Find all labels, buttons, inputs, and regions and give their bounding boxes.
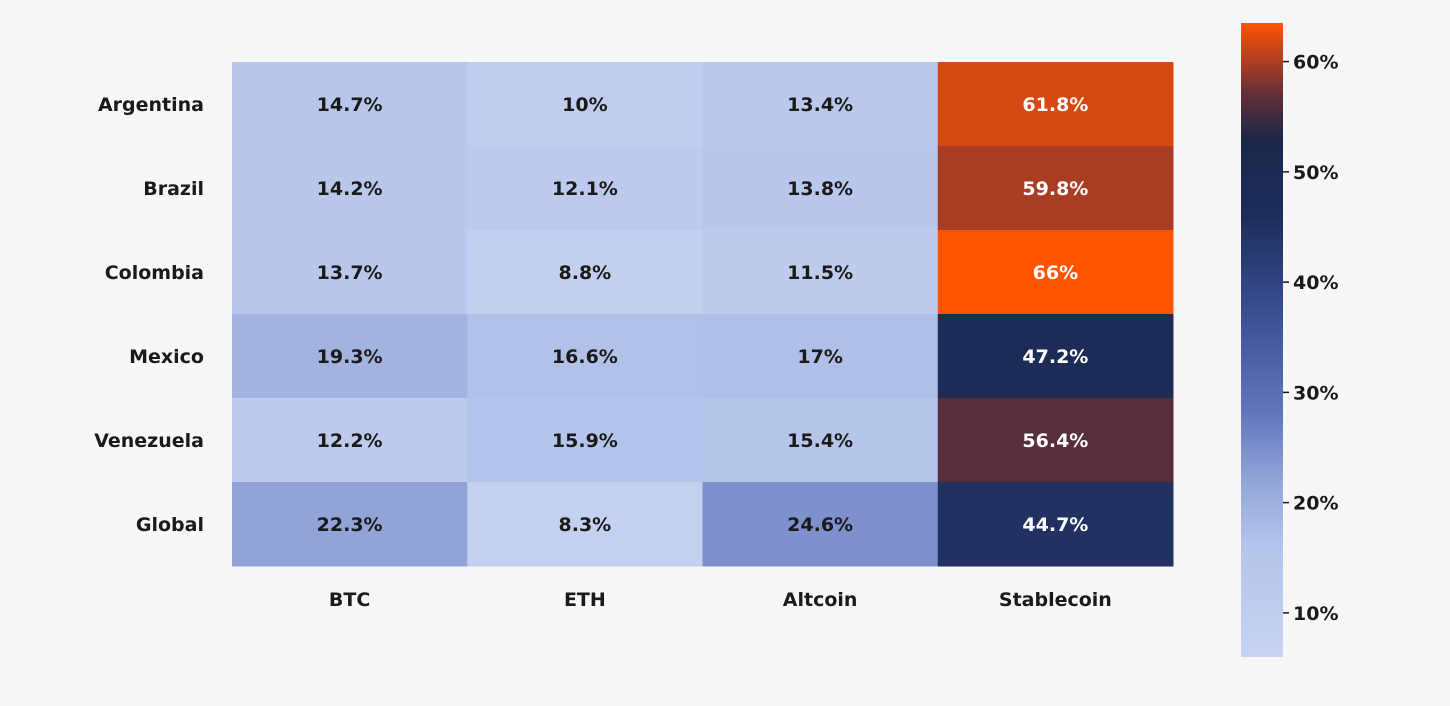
row-label: Venezuela — [94, 430, 204, 452]
cell-value-label: 66% — [1033, 262, 1078, 284]
cell-value-label: 14.2% — [317, 178, 383, 200]
heatmap-cell — [702, 230, 939, 315]
cell-value-label: 19.3% — [317, 346, 383, 368]
heatmap-cell — [232, 482, 468, 567]
heatmap-cell — [232, 146, 468, 231]
row-label: Argentina — [98, 94, 204, 116]
cell-value-label: 14.7% — [317, 94, 383, 116]
column-label: Altcoin — [783, 589, 858, 611]
row-label: Colombia — [105, 262, 204, 284]
heatmap-cell — [467, 314, 703, 399]
cell-value-label: 61.8% — [1022, 94, 1088, 116]
heatmap-cell — [232, 398, 468, 483]
cell-value-label: 10% — [562, 94, 607, 116]
cell-value-label: 13.8% — [787, 178, 853, 200]
heatmap-cell — [937, 230, 1174, 315]
heatmap-cell — [937, 398, 1174, 483]
colorbar-tick-label: 60% — [1293, 52, 1338, 74]
column-label: BTC — [329, 589, 370, 611]
heatmap-cell — [937, 62, 1174, 147]
cell-value-label: 22.3% — [317, 514, 383, 536]
cell-value-label: 56.4% — [1022, 430, 1088, 452]
column-labels: BTC ETH Altcoin Stablecoin — [329, 589, 1112, 611]
heatmap-cell — [702, 62, 939, 147]
cell-value-label: 47.2% — [1022, 346, 1088, 368]
cell-value-label: 13.7% — [317, 262, 383, 284]
cell-value-label: 8.3% — [559, 514, 612, 536]
colorbar: 10% 20% 30% 40% 50% 60% — [1241, 23, 1338, 657]
row-label: Global — [136, 514, 204, 536]
heatmap-cell — [467, 482, 703, 567]
cell-value-label: 17% — [797, 346, 842, 368]
cell-value-label: 12.2% — [317, 430, 383, 452]
colorbar-gradient — [1241, 23, 1283, 657]
colorbar-tick-label: 10% — [1293, 603, 1338, 625]
heatmap-cell — [467, 146, 703, 231]
cell-value-label: 59.8% — [1022, 178, 1088, 200]
heatmap-cell — [702, 146, 939, 231]
row-label: Mexico — [129, 346, 204, 368]
heatmap-cell — [937, 314, 1174, 399]
cell-value-label: 16.6% — [552, 346, 618, 368]
heatmap-cell — [467, 398, 703, 483]
heatmap-cell — [937, 482, 1174, 567]
cell-value-label: 24.6% — [787, 514, 853, 536]
cell-value-label: 11.5% — [787, 262, 853, 284]
row-labels: Argentina Brazil Colombia Mexico Venezuela Gl… — [94, 94, 204, 536]
cell-value-label: 12.1% — [552, 178, 618, 200]
heatmap-cell — [467, 230, 703, 315]
heatmap-cell — [232, 314, 468, 399]
colorbar-tick-label: 40% — [1293, 272, 1338, 294]
cell-value-label: 8.8% — [559, 262, 612, 284]
heatmap-cell — [937, 146, 1174, 231]
heatmap-cell — [702, 482, 939, 567]
colorbar-tick-label: 50% — [1293, 162, 1338, 184]
heatmap-cell — [702, 314, 939, 399]
heatmap-cell — [467, 62, 703, 147]
heatmap-cells: 14.7% 10% 13.4% 61.8% 14.2% 12.1% 13.8% 59.8% 13… — [232, 62, 1174, 567]
colorbar-tick-label: 30% — [1293, 382, 1338, 404]
cell-value-label: 15.9% — [552, 430, 618, 452]
cell-value-label: 13.4% — [787, 94, 853, 116]
column-label: ETH — [564, 589, 606, 611]
heatmap-cell — [232, 230, 468, 315]
heatmap-cell — [702, 398, 939, 483]
heatmap-cell — [232, 62, 468, 147]
colorbar-tick-label: 20% — [1293, 493, 1338, 515]
row-label: Brazil — [143, 178, 204, 200]
cell-value-label: 15.4% — [787, 430, 853, 452]
column-label: Stablecoin — [999, 589, 1112, 611]
cell-value-label: 44.7% — [1022, 514, 1088, 536]
